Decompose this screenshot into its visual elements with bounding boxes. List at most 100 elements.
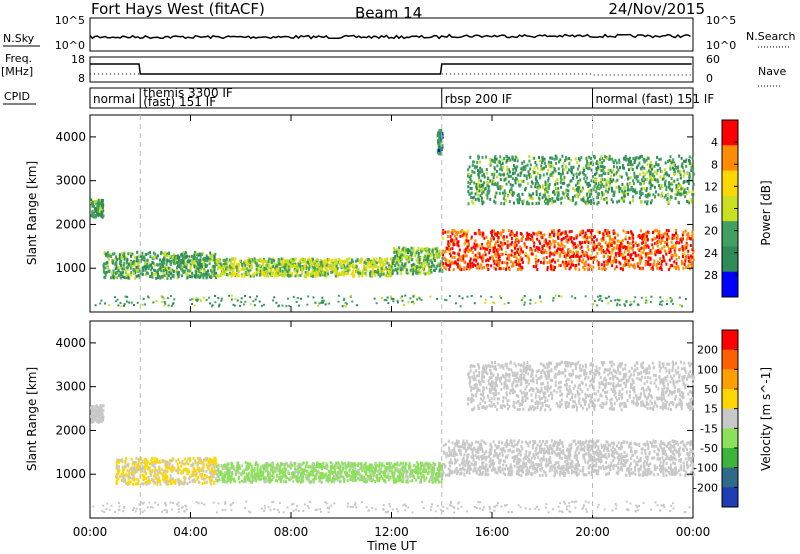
data-cell (417, 257, 420, 261)
data-cell (481, 233, 484, 237)
data-cell (656, 168, 659, 172)
data-cell (114, 267, 117, 271)
data-cell (649, 178, 652, 182)
data-cell (678, 192, 681, 196)
data-cell (616, 178, 619, 182)
data-cell (685, 164, 688, 168)
data-cell (195, 298, 198, 301)
data-cell (413, 294, 416, 297)
data-cell (272, 265, 274, 269)
data-cell (603, 260, 606, 264)
data-cell (552, 190, 555, 193)
data-cell (314, 264, 317, 267)
data-cell (568, 267, 571, 271)
data-cell (690, 166, 693, 170)
data-cell (486, 247, 489, 251)
data-cell (595, 162, 598, 165)
data-cell (565, 256, 568, 260)
data-cell (167, 274, 170, 278)
data-cell (146, 265, 149, 269)
data-cell (487, 268, 490, 271)
data-cell (226, 260, 229, 264)
data-cell (600, 161, 603, 165)
data-cell (390, 268, 393, 271)
data-cell (538, 201, 540, 205)
data-cell (626, 248, 629, 252)
data-cell (413, 267, 416, 271)
data-cell (270, 269, 273, 273)
data-cell (597, 184, 600, 188)
data-cell (618, 260, 621, 264)
data-cell (609, 258, 611, 262)
data-cell (672, 244, 675, 248)
data-cell (181, 461, 184, 465)
data-cell (669, 198, 672, 201)
data-cell (624, 263, 627, 267)
data-cell (166, 276, 169, 280)
data-cell (524, 188, 527, 192)
data-cell (669, 296, 672, 299)
data-cell (161, 266, 163, 269)
data-cell (186, 470, 189, 474)
data-cell (403, 304, 405, 307)
data-cell (470, 294, 473, 297)
data-cell (562, 231, 565, 235)
data-cell (438, 269, 441, 272)
data-cell (499, 241, 502, 245)
data-cell (181, 258, 184, 262)
data-cell (309, 264, 312, 268)
data-cell (654, 237, 657, 241)
data-cell (577, 189, 580, 193)
data-cell (96, 418, 99, 422)
data-cell (683, 251, 686, 255)
data-cell (686, 180, 689, 183)
data-cell (462, 254, 465, 258)
data-cell (284, 270, 287, 274)
data-cell (584, 239, 587, 242)
data-cell (321, 264, 324, 268)
data-cell (209, 302, 211, 305)
data-cell (309, 262, 312, 266)
data-cell (584, 295, 587, 298)
data-cell (520, 171, 523, 175)
data-cell (669, 265, 672, 269)
data-cell (616, 170, 618, 174)
data-cell (459, 234, 462, 238)
data-cell (427, 258, 430, 261)
data-cell (170, 295, 172, 298)
data-cell (491, 182, 494, 186)
data-cell (134, 482, 137, 486)
data-cell (587, 248, 590, 252)
data-cell (159, 276, 162, 280)
data-cell (449, 254, 452, 258)
data-cell (471, 163, 474, 167)
data-cell (278, 271, 281, 275)
data-cell (621, 191, 624, 195)
data-cell (175, 469, 178, 472)
data-cell (165, 270, 168, 273)
data-cell (638, 191, 641, 195)
data-cell (233, 261, 236, 265)
data-cell (249, 264, 251, 268)
data-cell (627, 253, 630, 257)
data-cell (614, 256, 617, 260)
data-cell (666, 243, 668, 246)
data-cell (327, 264, 330, 268)
data-cell (466, 295, 469, 298)
data-cell (196, 298, 199, 301)
data-cell (628, 242, 631, 246)
data-cell (120, 252, 123, 256)
data-cell (469, 177, 472, 181)
data-cell (481, 188, 483, 192)
data-cell (162, 252, 165, 256)
data-cell (544, 238, 547, 242)
data-cell (552, 234, 555, 238)
data-cell (593, 247, 596, 251)
data-cell (438, 146, 441, 150)
freq-panel-frame (89, 56, 694, 83)
nsearch-label: N.Search (746, 30, 796, 43)
data-cell (302, 260, 305, 264)
data-cell (189, 263, 192, 267)
data-cell (607, 172, 610, 175)
data-cell (230, 294, 233, 297)
